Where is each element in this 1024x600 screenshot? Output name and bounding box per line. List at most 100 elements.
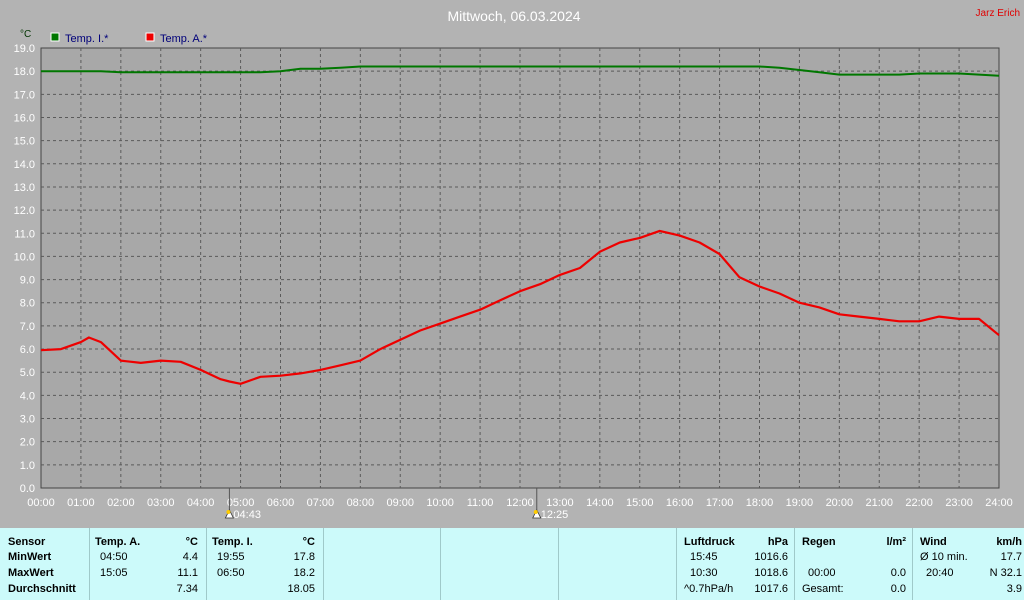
chart: Mittwoch, 06.03.2024 Jarz Erich °C Temp.…	[14, 8, 1020, 521]
y-tick-label: 8.0	[20, 298, 35, 310]
temp-i-max: 18.2	[293, 567, 315, 579]
author-label: Jarz Erich	[976, 8, 1020, 19]
x-tick-label: 11:00	[467, 497, 494, 509]
stats-panel: Sensor MinWert MaxWert Durchschnitt Temp…	[0, 528, 1024, 600]
wind-avg: 17.7	[1000, 551, 1022, 563]
x-tick-label: 24:00	[985, 497, 1013, 509]
wind-header: Wind	[920, 536, 947, 548]
pressure-header: Luftdruck	[684, 536, 735, 548]
wind-unit: km/h	[996, 536, 1022, 548]
x-tick-label: 02:00	[107, 497, 135, 509]
series-line-temp-i	[41, 65, 1000, 77]
rain-unit: l/m²	[886, 536, 906, 548]
pressure-min-time: 15:45	[690, 551, 718, 563]
y-tick-label: 6.0	[20, 344, 35, 356]
legend-swatch-temp-a	[145, 32, 155, 42]
x-tick-label: 20:00	[826, 497, 854, 509]
x-axis-ticks: 00:00 01:00 02:00 03:00 04:00 05:00 06:00 07:00…	[27, 497, 1013, 509]
y-tick-label: 2.0	[20, 437, 35, 449]
pressure-max-time: 10:30	[690, 567, 718, 579]
y-tick-label: 0.0	[20, 483, 35, 495]
y-tick-label: 17.0	[14, 89, 35, 101]
stats-row-max: MaxWert	[8, 567, 54, 579]
x-tick-label: 17:00	[706, 497, 734, 509]
legend-label-temp-a: Temp. A.*	[160, 33, 208, 45]
x-tick-label: 15:00	[626, 497, 654, 509]
x-tick-label: 18:00	[746, 497, 774, 509]
x-tick-label: 06:00	[267, 497, 295, 509]
y-tick-label: 13.0	[14, 182, 35, 194]
stats-col-empty-2	[441, 528, 559, 600]
marker-time-label: 12:25	[541, 509, 569, 521]
temp-a-max-time: 15:05	[100, 567, 128, 579]
pressure-min: 1016.6	[754, 551, 788, 563]
temp-i-header: Temp. I.	[212, 536, 253, 548]
stats-col-pressure: Luftdruck hPa 15:45 1016.6 10:30 1018.6 …	[677, 528, 795, 600]
rain-total-label: Gesamt:	[802, 583, 844, 595]
stats-col-wind: Wind km/h Ø 10 min. 17.7 20:40 N 32.1 3.…	[913, 528, 1024, 600]
pressure-trend: ^0.7hPa/h	[684, 583, 734, 595]
temp-i-unit: °C	[302, 536, 315, 548]
rain-header: Regen	[802, 536, 836, 548]
y-tick-label: 7.0	[20, 321, 35, 333]
legend-swatch-temp-i	[50, 32, 60, 42]
chart-title: Mittwoch, 06.03.2024	[447, 8, 580, 24]
stats-col-temp-a: Temp. A. °C 04:50 4.4 15:05 11.1 7.34	[90, 528, 207, 600]
x-tick-label: 00:00	[27, 497, 55, 509]
wind-mean: 3.9	[1006, 583, 1022, 595]
sunrise-icon	[224, 509, 235, 519]
x-tick-label: 03:00	[147, 497, 175, 509]
stats-row-min: MinWert	[8, 551, 52, 563]
y-tick-label: 10.0	[14, 251, 35, 263]
stats-col-sensor: Sensor MinWert MaxWert Durchschnitt	[0, 528, 90, 600]
x-tick-label: 10:00	[426, 497, 454, 509]
x-tick-label: 09:00	[386, 497, 414, 509]
temp-i-min-time: 19:55	[217, 551, 245, 563]
grid	[41, 48, 999, 488]
x-tick-label: 05:00	[227, 497, 255, 509]
stats-col-rain: Regen l/m² 00:00 0.0 Gesamt: 0.0	[795, 528, 913, 600]
y-tick-label: 18.0	[14, 66, 35, 78]
y-tick-label: 4.0	[20, 390, 35, 402]
y-tick-label: 5.0	[20, 367, 35, 379]
legend: Temp. I.* Temp. A.*	[50, 32, 208, 45]
legend-label-temp-i: Temp. I.*	[65, 33, 109, 45]
wind-gust-time: 20:40	[926, 567, 954, 579]
y-tick-label: 19.0	[14, 43, 35, 55]
x-tick-label: 14:00	[586, 497, 614, 509]
marker-time-label: 04:43	[233, 509, 261, 521]
pressure-max: 1018.6	[754, 567, 788, 579]
temp-i-min: 17.8	[293, 551, 315, 563]
x-tick-label: 08:00	[347, 497, 375, 509]
x-tick-label: 12:00	[506, 497, 534, 509]
x-tick-label: 13:00	[546, 497, 574, 509]
temp-i-avg: 18.05	[287, 583, 315, 595]
y-tick-label: 9.0	[20, 275, 35, 287]
rain-r2-time: 00:00	[808, 567, 836, 579]
stats-col-empty-1	[324, 528, 441, 600]
sun-markers: 04:43 12:25	[224, 488, 569, 521]
stats-col-empty-3	[559, 528, 677, 600]
y-tick-label: 3.0	[20, 414, 35, 426]
x-tick-label: 19:00	[786, 497, 814, 509]
x-tick-label: 16:00	[666, 497, 694, 509]
x-tick-label: 04:00	[187, 497, 215, 509]
y-tick-label: 15.0	[14, 136, 35, 148]
temp-i-max-time: 06:50	[217, 567, 245, 579]
temp-a-unit: °C	[185, 536, 198, 548]
x-tick-label: 01:00	[67, 497, 95, 509]
x-tick-label: 23:00	[945, 497, 973, 509]
x-tick-label: 21:00	[865, 497, 893, 509]
temp-a-header: Temp. A.	[95, 536, 141, 548]
y-tick-label: 1.0	[20, 460, 35, 472]
series-line-temp-a	[40, 229, 1000, 385]
stats-sensor-header: Sensor	[8, 536, 46, 548]
temp-a-avg: 7.34	[176, 583, 198, 595]
stats-col-temp-i: Temp. I. °C 19:55 17.8 06:50 18.2 18.05	[207, 528, 324, 600]
y-axis-unit: °C	[20, 29, 31, 40]
rain-r2: 0.0	[890, 567, 906, 579]
pressure-unit: hPa	[767, 536, 788, 548]
pressure-avg: 1017.6	[754, 583, 788, 595]
y-tick-label: 11.0	[14, 228, 35, 240]
wind-avg-label: Ø 10 min.	[920, 551, 968, 563]
